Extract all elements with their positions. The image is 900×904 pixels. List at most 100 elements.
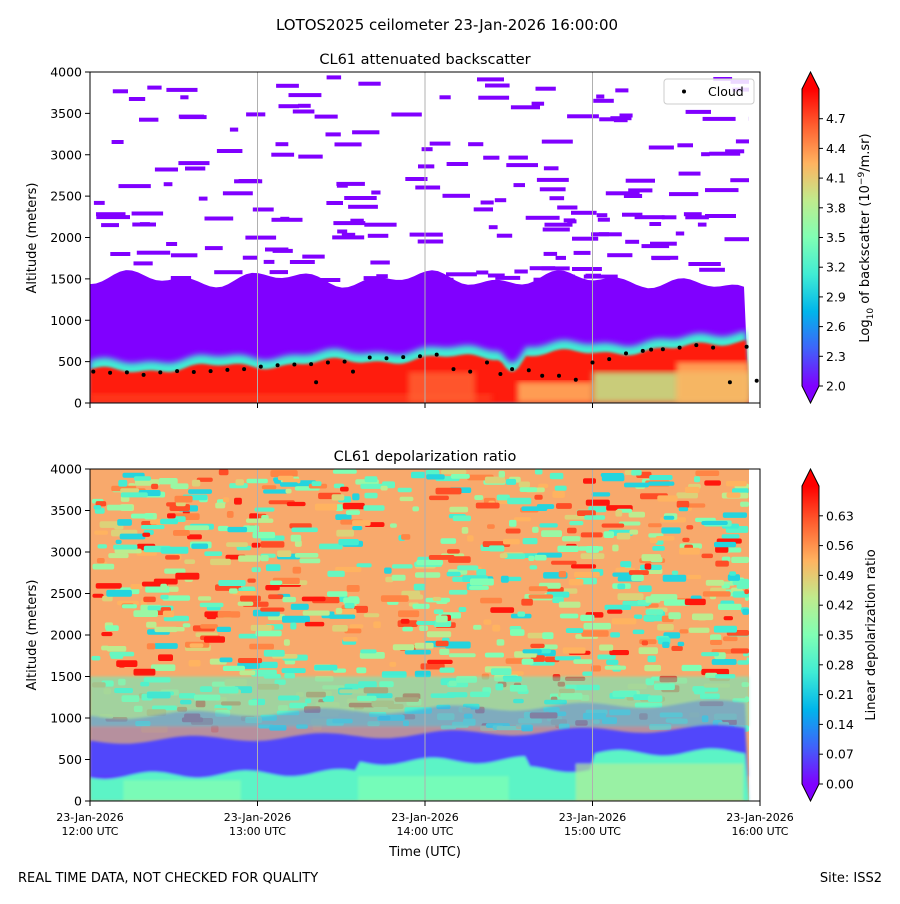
backscatter-noise-streak bbox=[684, 212, 702, 216]
depolarization-speckle bbox=[528, 556, 534, 561]
depolarization-speckle bbox=[300, 559, 321, 564]
cloud-base-point bbox=[591, 361, 595, 365]
depolarization-speckle bbox=[737, 583, 749, 589]
depolarization-speckle bbox=[189, 660, 201, 667]
x-tick-time: 16:00 UTC bbox=[731, 825, 788, 838]
depolarization-speckle bbox=[520, 487, 538, 492]
cloud-base-point bbox=[755, 379, 759, 383]
depolarization-colorbar-extend-min bbox=[802, 784, 819, 801]
depolarization-speckle bbox=[262, 485, 277, 489]
depolarization-speckle bbox=[121, 492, 148, 497]
backscatter-noise-streak bbox=[178, 161, 209, 165]
depolarization-speckle bbox=[246, 519, 273, 523]
depolarization-speckle bbox=[411, 472, 425, 479]
backscatter-noise-streak bbox=[542, 140, 573, 144]
depolarization-speckle bbox=[459, 607, 467, 612]
depolarization-speckle bbox=[215, 503, 225, 509]
depolarization-speckle bbox=[510, 629, 525, 636]
backscatter-noise-streak bbox=[214, 270, 242, 274]
backscatter-colorbar-tick-label: 4.1 bbox=[826, 171, 846, 186]
backscatter-noise-streak bbox=[264, 260, 275, 264]
backscatter-noise-streak bbox=[164, 182, 173, 186]
legend-label: Cloud bbox=[708, 84, 744, 99]
depolarization-speckle bbox=[634, 615, 642, 619]
depolarization-speckle bbox=[436, 488, 462, 495]
depolarization-speckle bbox=[165, 555, 180, 560]
backscatter-noise-streak bbox=[344, 196, 377, 200]
depolarization-speckle bbox=[242, 587, 255, 591]
depolarization-speckle bbox=[340, 487, 349, 492]
depolarization-speckle bbox=[143, 597, 156, 603]
depolarization-speckle bbox=[252, 543, 261, 548]
cloud-base-point bbox=[142, 373, 146, 377]
depolarization-speckle bbox=[251, 625, 272, 631]
backscatter-y-tick-label: 2500 bbox=[50, 189, 82, 204]
x-tick-time: 14:00 UTC bbox=[396, 825, 453, 838]
depolarization-speckle bbox=[556, 503, 572, 509]
depolarization-speckle bbox=[506, 479, 516, 485]
depolarization-speckle bbox=[532, 527, 539, 533]
depolarization-speckle bbox=[718, 604, 742, 610]
backscatter-noise-streak bbox=[483, 156, 499, 160]
depolarization-colorbar-label: Linear depolarization ratio bbox=[864, 549, 879, 720]
depolarization-speckle bbox=[679, 629, 688, 633]
depolarization-speckle bbox=[695, 471, 719, 476]
backscatter-noise-streak bbox=[677, 143, 693, 147]
depolarization-speckle bbox=[726, 481, 747, 486]
backscatter-noise-streak bbox=[289, 93, 322, 97]
backscatter-noise-streak bbox=[139, 118, 158, 122]
depolarization-speckle bbox=[449, 590, 467, 595]
backscatter-weak-patch bbox=[676, 362, 749, 403]
depolarization-speckle bbox=[617, 584, 625, 590]
backscatter-noise-streak bbox=[335, 142, 362, 146]
backscatter-noise-streak bbox=[511, 105, 540, 109]
depolarization-speckle bbox=[534, 495, 542, 500]
depolarization-speckle bbox=[116, 660, 137, 667]
depolarization-speckle bbox=[678, 642, 685, 646]
backscatter-colorbar-tick-label: 4.7 bbox=[826, 111, 846, 126]
depolarization-speckle bbox=[592, 492, 611, 496]
depolarization-speckle bbox=[312, 481, 322, 486]
depolarization-speckle bbox=[586, 500, 610, 506]
depolarization-speckle bbox=[485, 477, 505, 484]
cloud-base-point bbox=[125, 370, 129, 374]
depolarization-speckle bbox=[141, 525, 164, 529]
backscatter-noise-streak bbox=[166, 88, 197, 92]
depolarization-speckle bbox=[190, 643, 204, 647]
backscatter-y-tick-label: 1500 bbox=[50, 271, 82, 286]
depolarization-speckle bbox=[393, 644, 414, 650]
backscatter-noise-streak bbox=[557, 206, 577, 210]
depolarization-speckle bbox=[204, 636, 225, 642]
cloud-base-point bbox=[557, 374, 561, 378]
backscatter-noise-streak bbox=[488, 274, 505, 278]
depolarization-speckle bbox=[715, 561, 729, 567]
cloud-base-point bbox=[326, 361, 330, 365]
depolarization-speckle bbox=[163, 611, 174, 618]
backscatter-noise-streak bbox=[556, 256, 566, 260]
depolarization-speckle bbox=[723, 512, 747, 517]
depolarization-speckle bbox=[449, 507, 468, 513]
backscatter-noise-streak bbox=[532, 102, 545, 106]
backscatter-heatmap bbox=[90, 72, 760, 403]
depolarization-speckle bbox=[644, 665, 661, 671]
backscatter-noise-streak bbox=[536, 87, 556, 91]
depolarization-speckle bbox=[652, 546, 665, 551]
depolarization-surface-patch bbox=[124, 780, 241, 801]
backscatter-noise-streak bbox=[725, 237, 750, 241]
depolarization-speckle bbox=[184, 559, 195, 564]
cloud-base-point bbox=[314, 380, 318, 384]
cloud-base-point bbox=[485, 361, 489, 365]
depolarization-speckle bbox=[615, 510, 622, 517]
x-axis-label: Time (UTC) bbox=[388, 845, 461, 860]
backscatter-no-data-strip bbox=[749, 72, 760, 403]
depolarization-speckle bbox=[346, 510, 360, 515]
depolarization-speckle bbox=[398, 610, 419, 617]
backscatter-noise-streak bbox=[676, 232, 684, 236]
depolarization-speckle bbox=[364, 613, 380, 617]
backscatter-noise-streak bbox=[415, 186, 440, 190]
backscatter-noise-streak bbox=[526, 216, 560, 220]
depolarization-speckle bbox=[729, 571, 736, 575]
depolarization-speckle bbox=[530, 644, 544, 648]
